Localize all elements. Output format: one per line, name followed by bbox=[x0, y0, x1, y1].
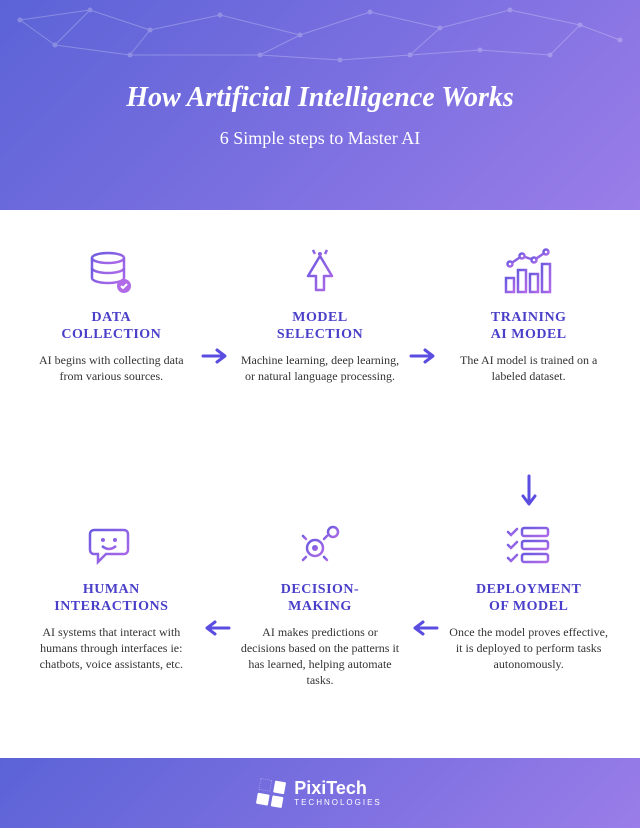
step-desc: AI systems that interact with humans thr… bbox=[31, 624, 191, 673]
database-icon bbox=[84, 246, 138, 300]
arrow-down bbox=[445, 472, 612, 512]
step-title: DECISION- MAKING bbox=[281, 582, 359, 616]
step-deployment: DEPLOYMENT OF MODEL Once the model prove… bbox=[445, 518, 612, 738]
arrow-left-1 bbox=[409, 518, 439, 738]
network-decoration bbox=[0, 0, 640, 80]
chat-icon bbox=[84, 518, 138, 572]
step-desc: Once the model proves effective, it is d… bbox=[449, 624, 609, 673]
barchart-icon bbox=[502, 246, 556, 300]
logo-mark-icon bbox=[256, 778, 286, 808]
step-title: MODEL SELECTION bbox=[277, 310, 363, 344]
cursor-icon bbox=[293, 246, 347, 300]
infographic-page: How Artificial Intelligence Works 6 Simp… bbox=[0, 0, 640, 828]
step-title: HUMAN INTERACTIONS bbox=[54, 582, 168, 616]
step-decision-making: DECISION- MAKING AI makes predictions or… bbox=[237, 518, 404, 738]
logo-text: PixiTech TECHNOLOGIES bbox=[294, 779, 382, 807]
step-desc: AI makes predictions or decisions based … bbox=[240, 624, 400, 689]
arrow-right-1 bbox=[201, 246, 231, 466]
arrow-right-2 bbox=[409, 246, 439, 466]
footer: PixiTech TECHNOLOGIES bbox=[0, 758, 640, 828]
step-human-interactions: HUMAN INTERACTIONS AI systems that inter… bbox=[28, 518, 195, 738]
brand-logo: PixiTech TECHNOLOGIES bbox=[258, 779, 382, 807]
step-desc: AI begins with collecting data from vari… bbox=[31, 352, 191, 384]
step-title: DEPLOYMENT OF MODEL bbox=[476, 582, 581, 616]
brand-name: PixiTech bbox=[294, 779, 382, 797]
step-desc: Machine learning, deep learning, or natu… bbox=[240, 352, 400, 384]
checklist-icon bbox=[502, 518, 556, 572]
gear-icon bbox=[293, 518, 347, 572]
step-training: TRAINING AI MODEL The AI model is traine… bbox=[445, 246, 612, 466]
header: How Artificial Intelligence Works 6 Simp… bbox=[0, 0, 640, 210]
steps-grid: DATA COLLECTION AI begins with collectin… bbox=[0, 210, 640, 758]
step-title: TRAINING AI MODEL bbox=[491, 310, 567, 344]
step-data-collection: DATA COLLECTION AI begins with collectin… bbox=[28, 246, 195, 466]
page-subtitle: 6 Simple steps to Master AI bbox=[220, 128, 421, 149]
step-model-selection: MODEL SELECTION Machine learning, deep l… bbox=[237, 246, 404, 466]
arrow-left-2 bbox=[201, 518, 231, 738]
brand-subtitle: TECHNOLOGIES bbox=[294, 799, 382, 807]
step-desc: The AI model is trained on a labeled dat… bbox=[449, 352, 609, 384]
step-title: DATA COLLECTION bbox=[61, 310, 161, 344]
page-title: How Artificial Intelligence Works bbox=[126, 82, 514, 114]
